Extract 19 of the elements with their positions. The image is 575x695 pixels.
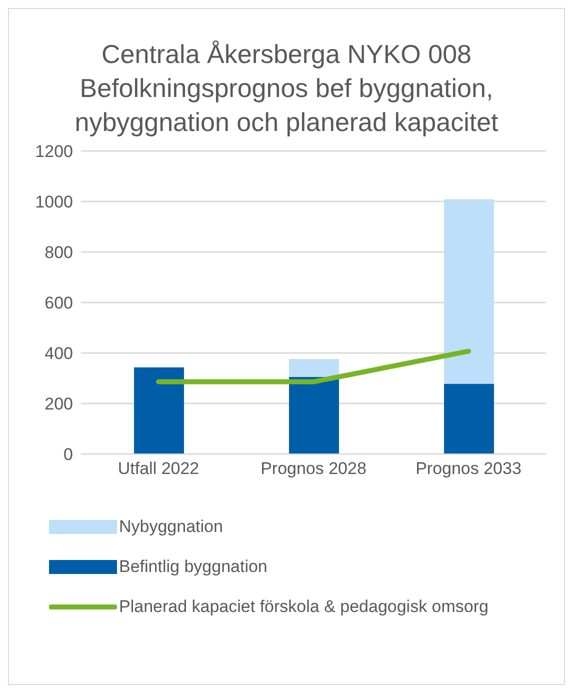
legend-label: Planerad kapaciet förskola & pedagogisk omsorg [119,597,488,617]
bar [134,367,184,454]
y-tick-label: 200 [44,394,73,414]
x-tick-label: Prognos 2028 [260,459,366,478]
y-tick-label: 800 [44,243,73,262]
y-tick-label: 0 [64,445,73,464]
y-tick-label: 400 [44,344,73,364]
bar [444,384,494,454]
y-tick-label: 600 [44,294,73,313]
legend-label: Befintlig byggnation [119,557,268,577]
bar [444,199,494,384]
x-tick-label: Prognos 2033 [416,459,522,478]
chart-title: Centrala Åkersberga NYKO 008 Befolkningsprognos bef byggnation, nybyggnation och planerad kapacitet [74,38,500,139]
bar [289,359,339,377]
x-tick-label: Utfall 2022 [118,459,200,478]
bar [289,376,339,454]
y-tick-label: 1000 [35,192,73,212]
y-tick-label: 1200 [35,142,73,162]
legend-label: Nybyggnation [119,517,223,537]
